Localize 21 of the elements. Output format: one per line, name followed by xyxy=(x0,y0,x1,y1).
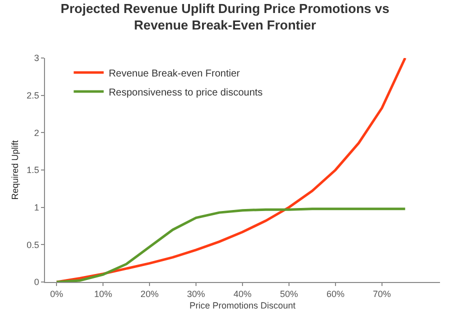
x-tick-label: 10% xyxy=(94,288,112,299)
y-tick-label: 2 xyxy=(34,128,40,138)
x-tick-label: 0% xyxy=(50,288,64,299)
y-axis-title: Required Uplift xyxy=(10,140,20,200)
x-tick-label: 50% xyxy=(280,288,298,299)
x-tick-label: 70% xyxy=(372,288,391,299)
y-tick-label: 1 xyxy=(34,202,40,212)
line-series xyxy=(55,208,406,282)
chart-title: Projected Revenue Uplift During Price Promotions vs Revenue Break-Even Frontier xyxy=(60,0,390,33)
x-tick-label: 40% xyxy=(233,288,252,299)
y-tick-label: 0 xyxy=(34,277,40,288)
x-tick-label: 30% xyxy=(187,288,206,299)
x-tick-label: 20% xyxy=(140,288,159,299)
y-tick-label: 3 xyxy=(34,53,40,64)
x-axis-title: Price Promotions Discount xyxy=(189,300,296,311)
legend-label: Revenue Break-even Frontier xyxy=(108,68,241,80)
y-tick-label: 0.5 xyxy=(26,240,40,250)
y-tick-label: 2.5 xyxy=(26,90,40,100)
x-tick-label: 60% xyxy=(326,288,344,299)
y-tick-label: 1.5 xyxy=(26,165,40,176)
legend-label: Responsiveness to price discounts xyxy=(108,87,263,98)
